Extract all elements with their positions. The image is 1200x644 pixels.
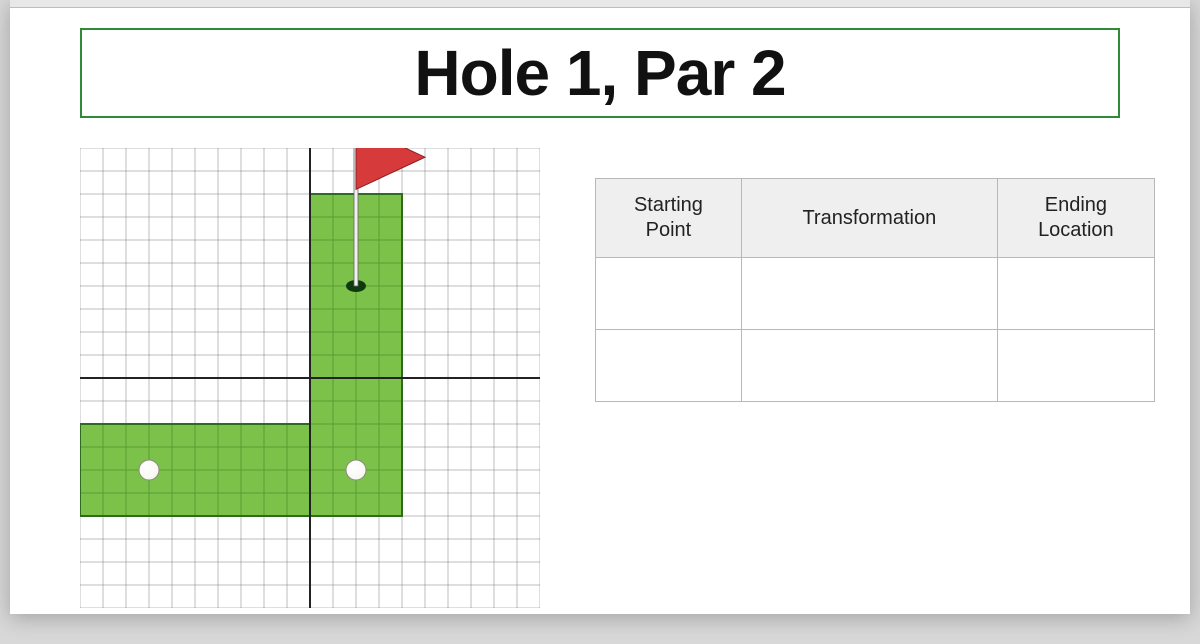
title-frame: Hole 1, Par 2 — [80, 28, 1120, 118]
table-header: Transformation — [741, 179, 997, 258]
table-cell[interactable] — [596, 330, 742, 402]
slide-title: Hole 1, Par 2 — [414, 36, 785, 110]
table-cell[interactable] — [741, 330, 997, 402]
table-row — [596, 330, 1155, 402]
app-window: Hole 1, Par 2 StartingPointTransformatio… — [10, 0, 1190, 614]
table-cell[interactable] — [997, 330, 1154, 402]
slide-canvas[interactable]: Hole 1, Par 2 StartingPointTransformatio… — [40, 18, 1160, 604]
table-row — [596, 258, 1155, 330]
golf-ball — [139, 460, 159, 480]
table-cell[interactable] — [741, 258, 997, 330]
table-header: EndingLocation — [997, 179, 1154, 258]
golf-ball — [346, 460, 366, 480]
transformation-table: StartingPointTransformationEndingLocatio… — [595, 178, 1155, 402]
table-cell[interactable] — [596, 258, 742, 330]
table-cell[interactable] — [997, 258, 1154, 330]
golf-diagram — [80, 148, 540, 608]
coordinate-grid — [80, 148, 540, 608]
ruler-top — [10, 0, 1190, 8]
flag-icon — [356, 148, 425, 189]
table-header: StartingPoint — [596, 179, 742, 258]
